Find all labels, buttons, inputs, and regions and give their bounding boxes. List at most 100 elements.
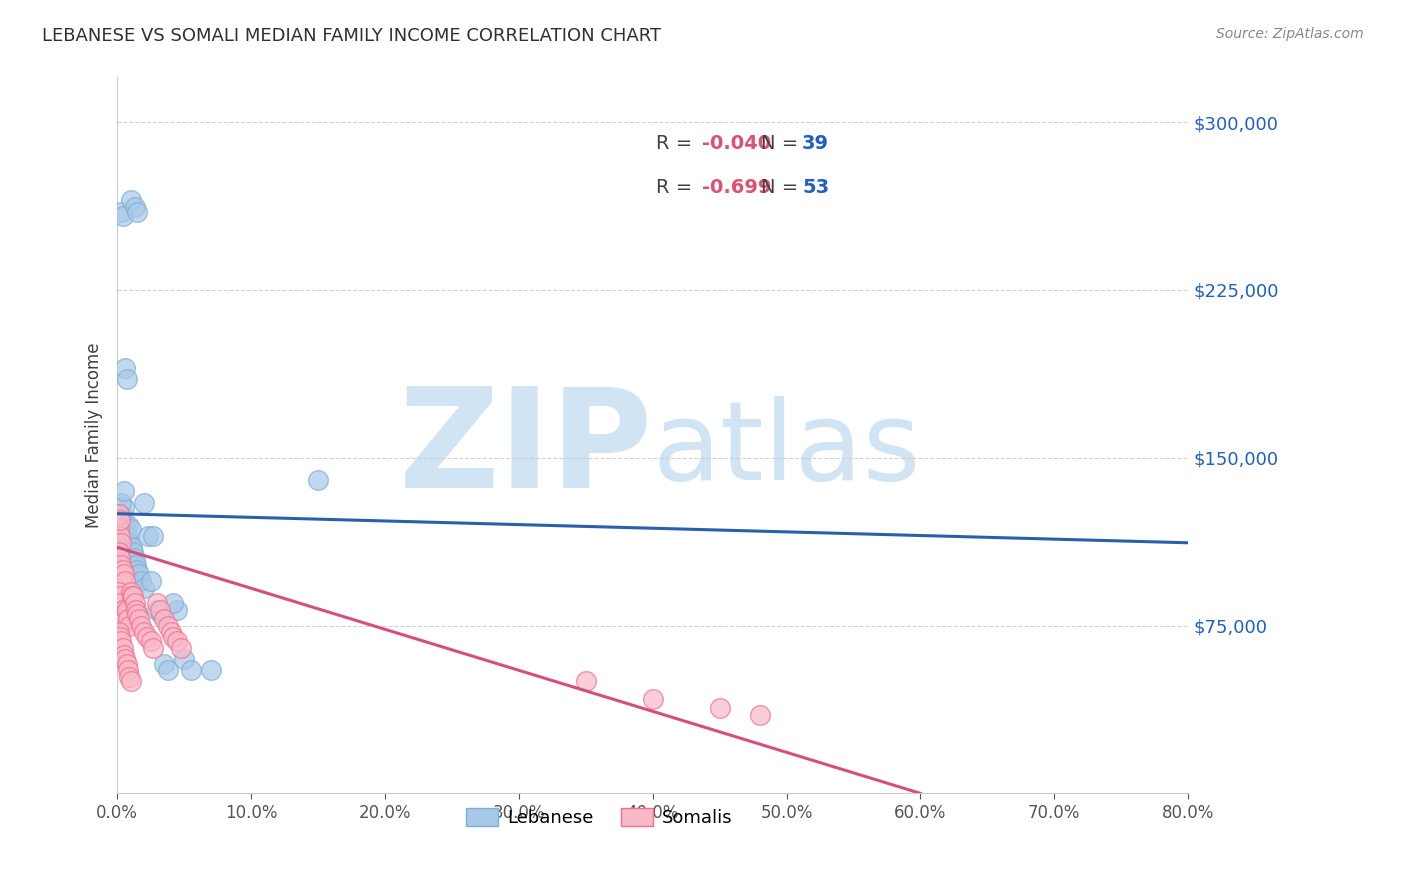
Point xyxy=(115,372,138,386)
Point xyxy=(127,204,149,219)
Point xyxy=(110,634,132,648)
Point xyxy=(150,607,173,622)
Point xyxy=(112,648,135,662)
Point xyxy=(115,657,138,671)
Point xyxy=(110,535,132,549)
Point xyxy=(111,209,134,223)
Point xyxy=(748,708,770,723)
Point xyxy=(129,618,152,632)
Point xyxy=(149,603,172,617)
Point xyxy=(200,663,222,677)
Point xyxy=(124,200,146,214)
Text: R =: R = xyxy=(655,134,699,153)
Point xyxy=(111,603,134,617)
Point xyxy=(641,692,664,706)
Text: Source: ZipAtlas.com: Source: ZipAtlas.com xyxy=(1216,27,1364,41)
Text: atlas: atlas xyxy=(652,396,921,503)
Point xyxy=(129,574,152,588)
Point xyxy=(132,581,155,595)
Point xyxy=(124,551,146,566)
Point xyxy=(180,663,202,677)
Point xyxy=(142,529,165,543)
Point xyxy=(114,612,136,626)
Point xyxy=(135,630,157,644)
Point xyxy=(142,640,165,655)
Point xyxy=(122,545,145,559)
Point xyxy=(709,701,731,715)
Point xyxy=(120,194,142,208)
Point xyxy=(122,590,145,604)
Point xyxy=(112,484,135,499)
Text: -0.699: -0.699 xyxy=(702,178,772,196)
Point xyxy=(157,663,180,677)
Point xyxy=(153,612,176,626)
Point xyxy=(115,603,138,617)
Point xyxy=(117,663,139,677)
Point xyxy=(120,585,142,599)
Point xyxy=(125,603,148,617)
Point xyxy=(132,625,155,640)
Point xyxy=(575,674,598,689)
Point xyxy=(108,529,131,543)
Point xyxy=(153,657,176,671)
Point xyxy=(127,607,149,622)
Point xyxy=(112,500,135,514)
Point xyxy=(117,517,139,532)
Point xyxy=(110,558,132,573)
Point xyxy=(139,574,162,588)
Text: LEBANESE VS SOMALI MEDIAN FAMILY INCOME CORRELATION CHART: LEBANESE VS SOMALI MEDIAN FAMILY INCOME … xyxy=(42,27,661,45)
Text: N =: N = xyxy=(761,134,804,153)
Point xyxy=(111,513,134,527)
Point xyxy=(121,590,143,604)
Point xyxy=(162,630,184,644)
Point xyxy=(121,541,143,555)
Point xyxy=(166,634,188,648)
Point xyxy=(118,618,141,632)
Point xyxy=(107,585,129,599)
Point xyxy=(115,529,138,543)
Point xyxy=(120,522,142,536)
Text: -0.040: -0.040 xyxy=(702,134,772,153)
Point xyxy=(125,558,148,573)
Point xyxy=(110,596,132,610)
Point xyxy=(170,640,193,655)
Point xyxy=(114,522,136,536)
Point xyxy=(146,603,169,617)
Point xyxy=(139,634,162,648)
Point xyxy=(112,567,135,582)
Point xyxy=(118,535,141,549)
Point xyxy=(111,563,134,577)
Point xyxy=(120,674,142,689)
Point xyxy=(107,522,129,536)
Point xyxy=(111,640,134,655)
Point xyxy=(110,495,132,509)
Point xyxy=(108,590,131,604)
Point xyxy=(114,652,136,666)
Point xyxy=(162,596,184,610)
Y-axis label: Median Family Income: Median Family Income xyxy=(86,343,103,528)
Text: 39: 39 xyxy=(801,134,830,153)
Point xyxy=(114,361,136,376)
Point xyxy=(110,507,132,521)
Point xyxy=(136,529,159,543)
Point xyxy=(166,603,188,617)
Point xyxy=(157,618,180,632)
Point xyxy=(173,652,195,666)
Point xyxy=(128,612,150,626)
Point xyxy=(117,612,139,626)
Point xyxy=(132,495,155,509)
Point xyxy=(124,596,146,610)
Text: 53: 53 xyxy=(801,178,830,196)
Point xyxy=(307,473,329,487)
Point xyxy=(110,204,132,219)
Point xyxy=(108,630,131,644)
Point xyxy=(107,507,129,521)
Point xyxy=(112,607,135,622)
Point xyxy=(128,567,150,582)
Point xyxy=(108,551,131,566)
Point xyxy=(114,574,136,588)
Text: N =: N = xyxy=(761,178,804,196)
Legend: Lebanese, Somalis: Lebanese, Somalis xyxy=(458,801,740,834)
Point xyxy=(108,513,131,527)
Point xyxy=(159,625,181,640)
